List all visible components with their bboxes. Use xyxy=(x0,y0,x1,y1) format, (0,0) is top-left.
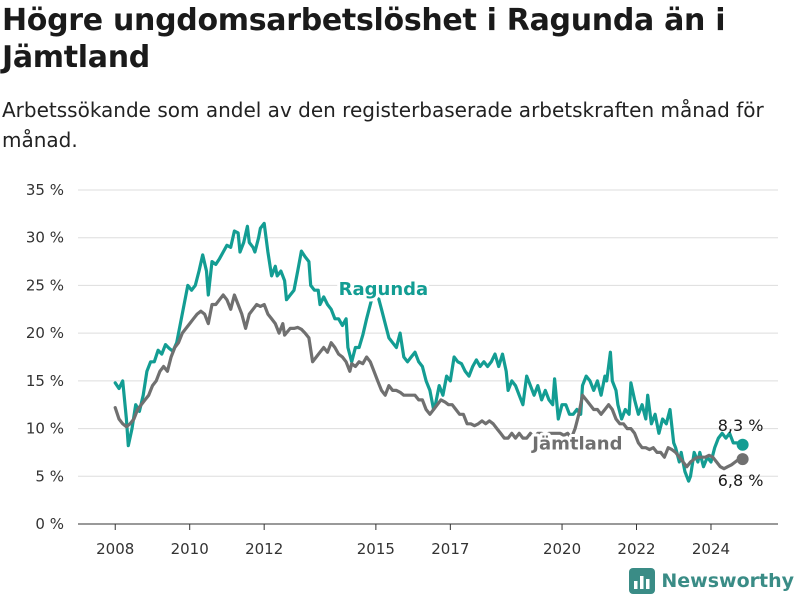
x-tick-label: 2020 xyxy=(543,540,581,558)
x-tick: 2010 xyxy=(171,540,209,558)
y-tick-label: 20 % xyxy=(26,324,64,342)
series-name-label: Ragunda xyxy=(339,279,429,300)
series-lines xyxy=(113,221,749,483)
x-tick: 2020 xyxy=(543,540,581,558)
x-tick: 2008 xyxy=(96,540,134,558)
x-tick: 2015 xyxy=(357,540,395,558)
x-tick-label: 2022 xyxy=(617,540,655,558)
y-tick-label: 5 % xyxy=(35,467,64,485)
end-value-label: 6,8 % xyxy=(718,471,764,490)
series-end-dot-j-mtland xyxy=(736,453,749,466)
brand-name: Newsworthy xyxy=(661,570,794,592)
grid-lines xyxy=(78,189,778,525)
x-tick: 2022 xyxy=(617,540,655,558)
y-tick: 25 % xyxy=(26,276,64,294)
page-title: Högre ungdomsarbetslöshet i Ragunda än i… xyxy=(2,3,726,75)
y-tick: 5 % xyxy=(35,467,64,485)
newsworthy-chart-icon xyxy=(629,568,656,594)
x-tick-label: 2010 xyxy=(171,540,209,558)
page-subtitle: Arbetssökande som andel av den registerb… xyxy=(2,98,764,152)
y-tick: 15 % xyxy=(26,372,64,390)
end-value-label: 8,3 % xyxy=(718,416,764,435)
series-name-label: Jämtland xyxy=(530,434,622,455)
y-axis: 0 % 5 % 10 % 15 % 20 % 25 % 30 % 35 % xyxy=(26,181,64,533)
series-name-label-halo: Ragunda xyxy=(339,279,429,300)
x-tick: 2024 xyxy=(692,540,730,558)
y-tick: 10 % xyxy=(26,420,64,438)
series-line-j-mtland xyxy=(113,293,745,471)
series-end-dot-ragunda xyxy=(736,438,749,451)
y-tick-label: 0 % xyxy=(35,515,64,533)
y-tick: 35 % xyxy=(26,181,64,199)
x-tick-label: 2017 xyxy=(431,540,469,558)
series-line-ragunda xyxy=(113,221,745,483)
y-tick-label: 35 % xyxy=(26,181,64,199)
y-tick-label: 25 % xyxy=(26,276,64,294)
x-tick: 2017 xyxy=(431,540,469,558)
y-tick-label: 15 % xyxy=(26,372,64,390)
x-axis: 2008 2010 2012 2015 2017 2020 2022 2024 xyxy=(96,524,730,558)
x-tick-label: 2024 xyxy=(692,540,730,558)
y-tick-label: 10 % xyxy=(26,420,64,438)
y-tick-label: 30 % xyxy=(26,229,64,247)
newsworthy-logo: Newsworthy xyxy=(629,568,794,594)
x-tick-label: 2012 xyxy=(245,540,283,558)
x-tick-label: 2008 xyxy=(96,540,134,558)
series-name-label-halo: Jämtland xyxy=(530,434,622,455)
x-tick-label: 2015 xyxy=(357,540,395,558)
y-tick: 30 % xyxy=(26,229,64,247)
y-tick: 0 % xyxy=(35,515,64,533)
x-tick: 2012 xyxy=(245,540,283,558)
y-tick: 20 % xyxy=(26,324,64,342)
